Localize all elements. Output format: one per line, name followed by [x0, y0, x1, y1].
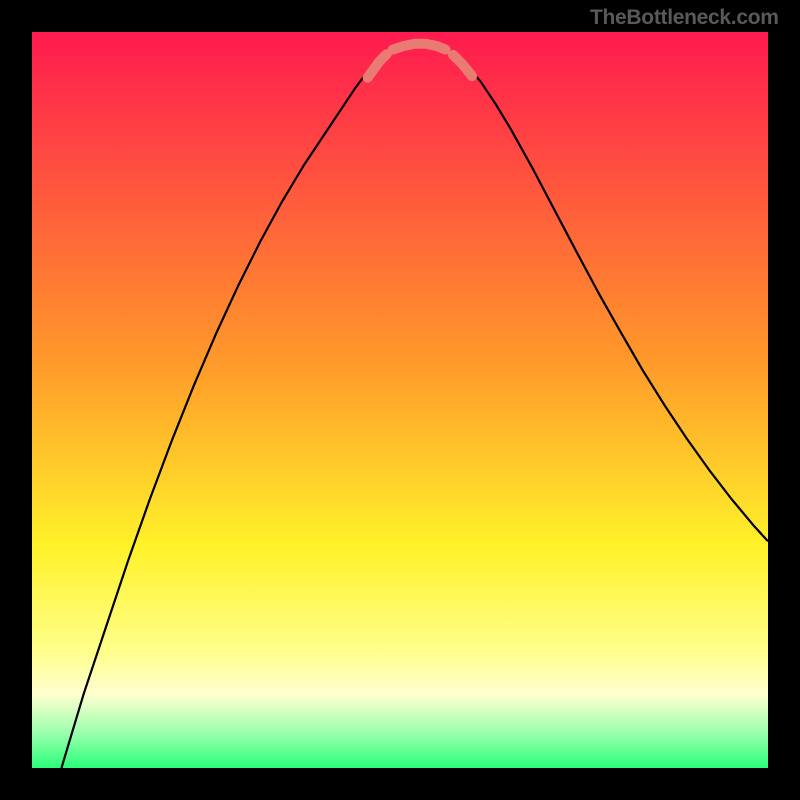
bottleneck-curve [32, 32, 768, 768]
floor-marker-0 [368, 54, 387, 78]
watermark-text: TheBottleneck.com [590, 6, 779, 30]
main-curve-path [61, 42, 768, 768]
floor-marker-1 [393, 44, 446, 50]
floor-marker-2 [453, 55, 472, 76]
chart-frame: TheBottleneck.com [0, 0, 800, 800]
plot-gradient-area [32, 32, 768, 768]
